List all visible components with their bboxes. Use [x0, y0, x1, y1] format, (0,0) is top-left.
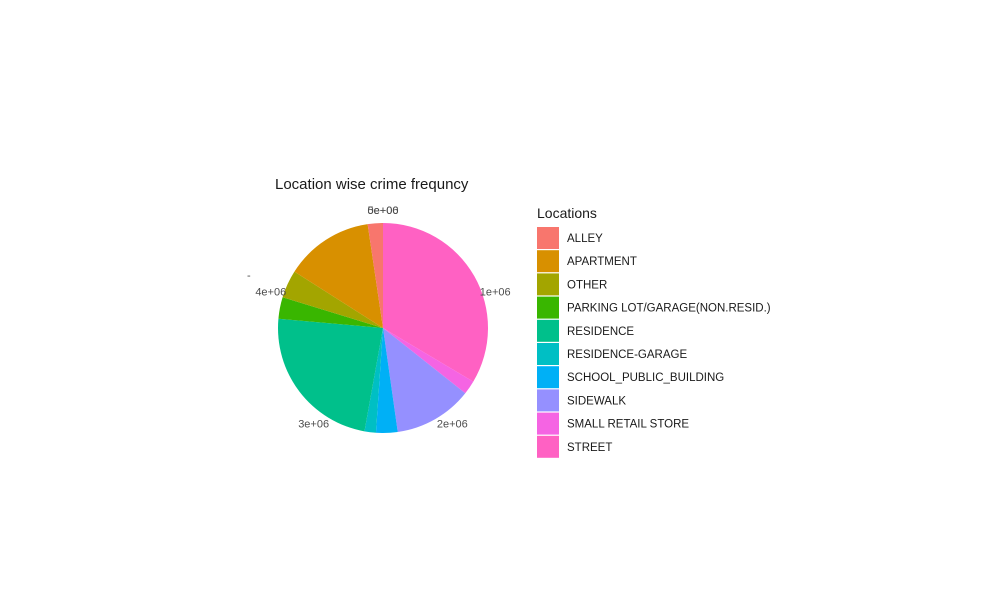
legend-label-school-public-building: SCHOOL_PUBLIC_BUILDING [567, 372, 724, 384]
legend-label-other: OTHER [567, 279, 607, 291]
legend-swatch-street [537, 435, 559, 458]
radial-tick-label: 4e+06 [255, 287, 286, 299]
radial-tick-label: 0e+00 [368, 205, 399, 217]
pie-slice-alley [367, 223, 383, 328]
pie-slice-other [282, 271, 383, 328]
legend-swatch-sidewalk [537, 389, 559, 412]
legend-label-sidewalk: SIDEWALK [567, 395, 626, 407]
legend-label-parking-lot-garage-non-resid: PARKING LOT/GARAGE(NON.RESID.) [567, 303, 771, 315]
axis-mark: - [247, 270, 251, 282]
legend-label-small-retail-store: SMALL RETAIL STORE [567, 419, 689, 431]
pie-slices [278, 223, 489, 434]
legend-swatch-residence-garage [537, 343, 559, 365]
radial-tick-label: 5e+06 [368, 205, 399, 217]
radial-tick-label: 3e+06 [298, 418, 329, 430]
pie-slice-school-public-building [375, 328, 398, 434]
radial-tick-label: 2e+06 [437, 418, 468, 430]
legend-label-residence-garage: RESIDENCE-GARAGE [567, 349, 687, 361]
legend-swatch-alley [537, 227, 559, 249]
pie-slice-parking-lot-garage-non-resid [278, 297, 383, 328]
legend-swatch-school-public-building [537, 366, 559, 389]
legend-swatch-residence [537, 319, 559, 342]
legend-swatch-parking-lot-garage-non-resid [537, 296, 559, 319]
chart-title: Location wise crime frequncy [275, 176, 469, 193]
pie-slice-sidewalk [383, 328, 466, 432]
legend-label-alley: ALLEY [567, 233, 603, 245]
legend-swatch-small-retail-store [537, 412, 559, 435]
legend-swatch-other [537, 273, 559, 296]
legend-swatch-apartment [537, 250, 559, 273]
legend-label-residence: RESIDENCE [567, 326, 634, 338]
pie-slice-apartment [294, 224, 383, 328]
radial-tick-label: 1e+06 [480, 287, 511, 299]
legend: ALLEY APARTMENT OTHER PARKING LOT/GARAGE(NO… [537, 227, 771, 458]
pie-slice-residence-garage [364, 328, 383, 433]
legend-title: Locations [537, 205, 597, 221]
pie-slice-residence [278, 318, 383, 432]
legend-label-street: STREET [567, 442, 612, 454]
pie-slice-small-retail-store [383, 328, 474, 394]
pie-slice-street [383, 223, 489, 382]
legend-label-apartment: APARTMENT [567, 256, 637, 268]
